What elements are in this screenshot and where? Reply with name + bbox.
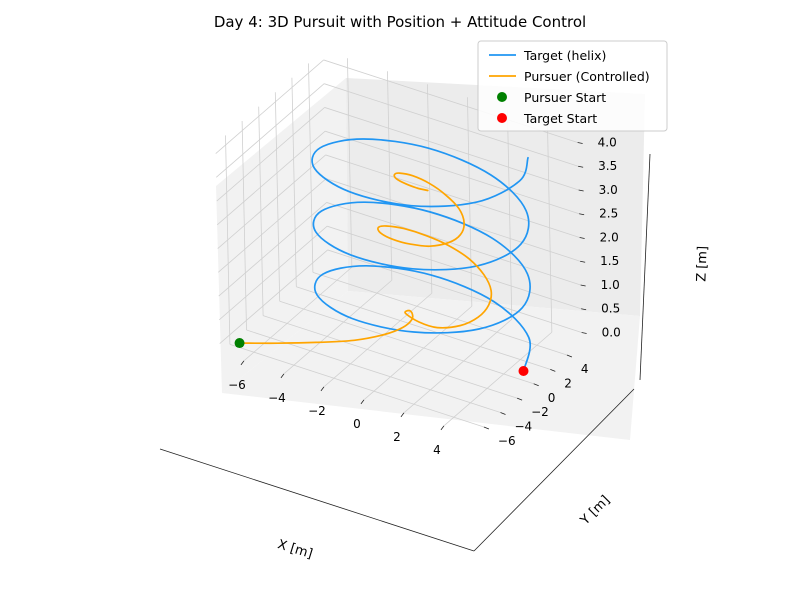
y-tick [500,412,506,415]
grid-line-x-floor [443,331,553,427]
legend-marker-target-start [497,113,507,123]
series-pursuer-controlled-line [238,172,493,345]
x-tick-label: 2 [393,430,401,444]
z-tick [578,165,584,168]
y-tick-label: 0 [548,391,556,405]
x-tick [320,386,325,392]
y-tick-label: −2 [531,405,549,419]
y-tick [550,368,556,372]
grid-line-z-left [217,178,327,273]
z-tick-label: 1.5 [600,254,619,268]
grid-line-y-floor [312,272,568,356]
grid-line-z-left [216,130,326,226]
grid-lines [215,58,582,428]
data-markers [234,338,529,376]
axis-edges [159,153,651,552]
z-tick [580,284,586,287]
grid-line-x-floor [403,318,513,414]
grid-line-x-floor [323,292,433,388]
x-tick [240,360,245,366]
legend: Target (helix) Pursuer (Controlled) Purs… [477,40,668,132]
z-tick-label: 0.0 [602,325,621,339]
y-tick-label: −4 [515,420,533,434]
y-tick-label: 2 [564,376,572,390]
z-tick [579,213,585,216]
data-lines [238,138,532,372]
z-tick-label: 3.0 [599,183,618,197]
x-tick-label: −6 [228,378,246,392]
x-axis-line [159,448,475,552]
z-tick [580,260,586,263]
y-tick-label: 4 [581,362,589,376]
legend-label-target: Target (helix) [523,48,606,63]
legend-marker-pursuer-start [497,92,507,102]
grid-line-y-floor [229,344,485,428]
grid-line-z-back [325,130,580,215]
grid-line-x-floor [283,279,393,375]
legend-box [477,40,668,132]
z-axis-label: Z [m] [694,246,710,282]
y-axis-line [473,388,635,552]
axis-ticks: −6−4−2024−6−4−20240.00.51.01.52.02.53.03… [228,135,621,456]
z-tick-label: 2.0 [600,230,619,244]
grid-line-z-left [219,249,328,344]
grid-line-z-left [218,202,327,297]
grid-line-y-floor [296,286,551,370]
z-tick [581,308,587,311]
chart-title: Day 4: 3D Pursuit with Position + Attitu… [214,13,586,31]
left-pane [216,78,348,393]
grid-line-x-floor [363,305,473,401]
x-tick-label: −4 [268,391,286,405]
y-tick [516,397,523,401]
z-tick-label: 3.5 [598,159,617,173]
x-tick-label: 0 [353,417,361,431]
z-tick-label: 0.5 [601,302,620,316]
x-tick-label: 4 [433,443,441,457]
floor-pane [222,291,640,440]
z-tick [577,142,583,144]
z-tick-label: 2.5 [599,207,618,221]
grid-line-z-left [216,107,325,202]
grid-line-z-back [326,202,581,286]
x-tick [280,373,285,379]
z-tick [579,237,585,239]
marker-target-start [518,366,529,376]
y-tick [533,383,539,387]
y-tick [483,426,490,430]
z-tick-label: 4.0 [598,135,617,149]
marker-pursuer-start [234,338,245,349]
legend-label-pursuer-start: Pursuer Start [524,90,606,105]
grid-line-z-back [325,154,580,238]
grid-line-z-back [327,225,582,310]
z-tick-label: 1.0 [601,278,620,292]
z-tick [578,189,584,192]
z-axis-line [639,153,651,381]
legend-label-target-start: Target Start [523,111,597,126]
z-tick [581,332,587,334]
grid-line-z-back [327,249,582,333]
grid-line-z-back [324,83,579,167]
x-tick-label: −2 [308,404,326,418]
grid-line-y-floor [279,300,534,385]
x-tick [360,399,365,405]
x-tick [440,425,445,431]
grid-line-z-left [215,83,325,178]
legend-label-pursuer: Pursuer (Controlled) [524,69,650,84]
grid-line-z-back [324,107,579,191]
grid-line-z-left [218,225,328,321]
grid-line-z-left [217,154,326,249]
y-tick-label: −6 [498,434,516,448]
y-tick [566,354,573,358]
grid-line-x-floor [243,266,353,362]
grid-line-z-left [215,59,324,154]
x-tick [400,412,405,418]
series-target-helix-line [311,138,532,372]
grid-line-y-floor [262,315,518,399]
